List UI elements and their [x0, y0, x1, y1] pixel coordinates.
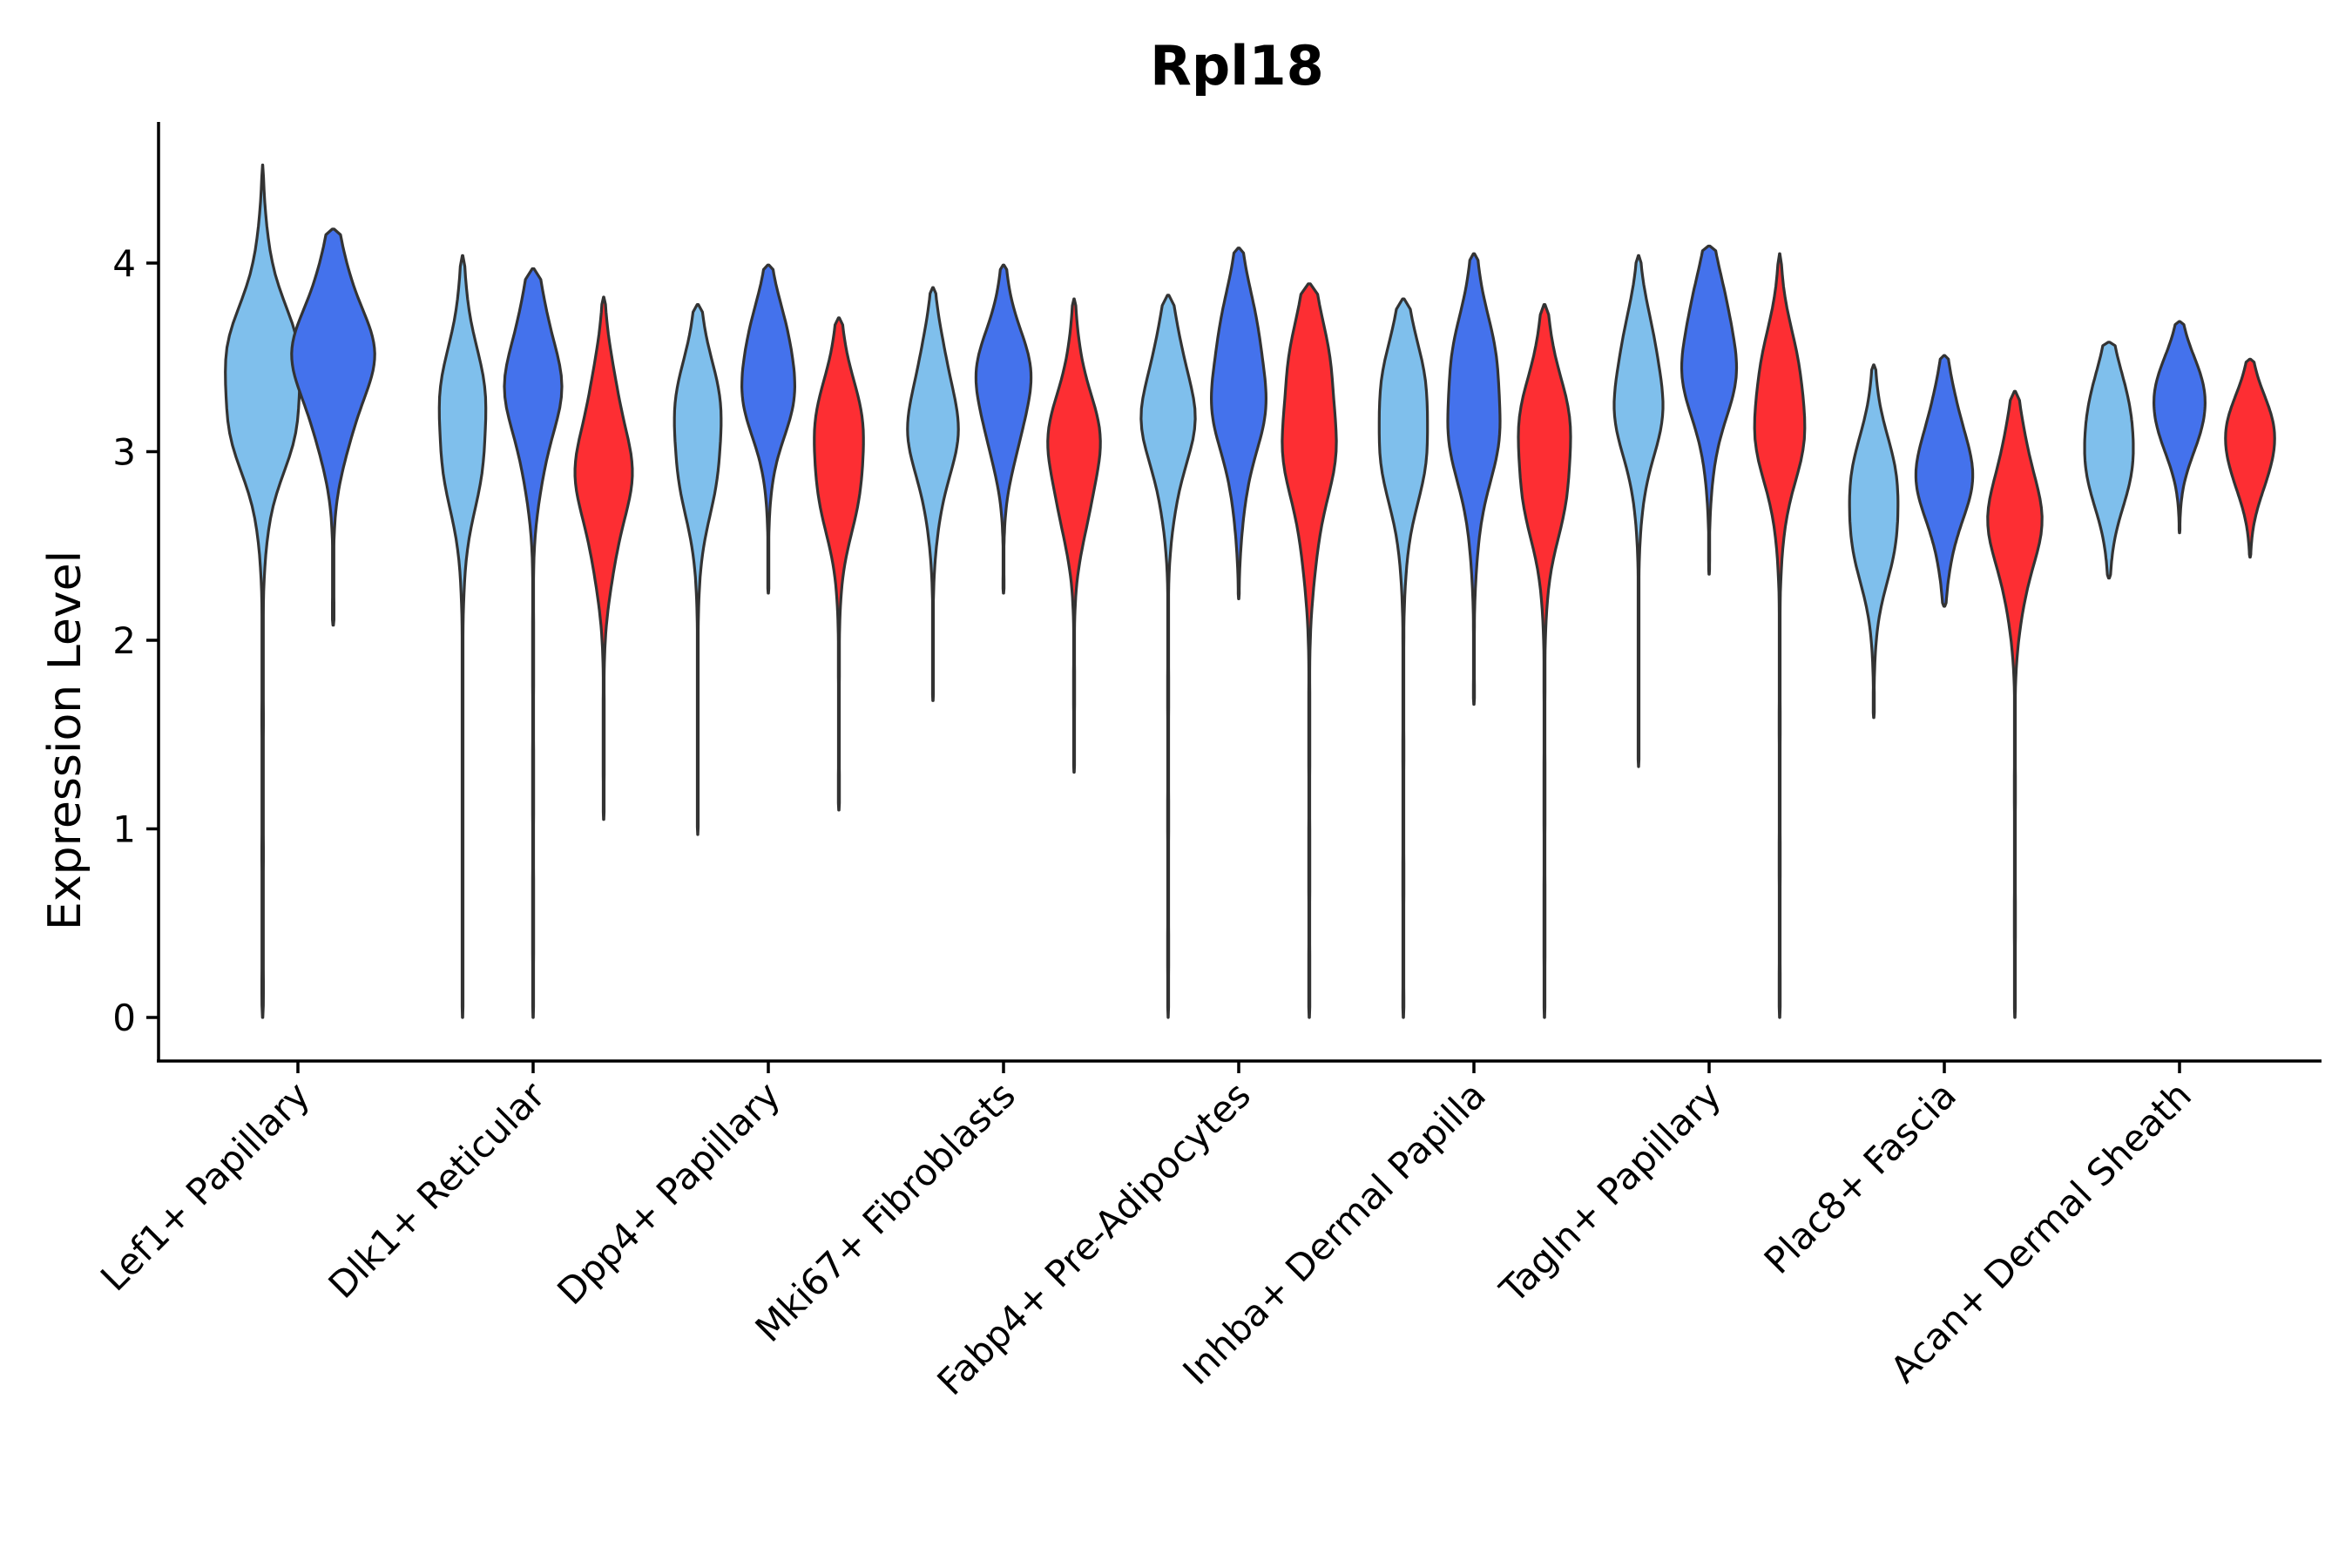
y-ticks: 0 1 2 3 4	[112, 242, 159, 1039]
x-tick-label: Tagln+ Papillary	[1491, 1073, 1729, 1311]
violin-5-0	[1377, 297, 1429, 1019]
y-tick-label: 2	[112, 619, 136, 662]
violin-6-0	[1612, 253, 1665, 768]
violin-layer	[224, 163, 2276, 1019]
violin-8-0	[2083, 341, 2135, 580]
violin-7-0	[1848, 363, 1900, 720]
violin-1-1	[503, 267, 564, 1019]
violin-4-1	[1210, 247, 1267, 600]
chart-title: Rpl18	[1150, 34, 1324, 98]
violin-8-2	[2224, 357, 2276, 559]
violin-3-1	[974, 263, 1033, 595]
violin-7-1	[1914, 354, 1975, 608]
violin-1-0	[437, 253, 488, 1019]
violin-8-1	[2153, 320, 2207, 535]
y-axis-label: Expression Level	[39, 551, 91, 930]
x-tick-label: Mki67+ Fibroblasts	[747, 1073, 1024, 1349]
violin-2-1	[740, 263, 796, 595]
y-tick-label: 0	[112, 997, 136, 1039]
violin-2-0	[672, 303, 723, 836]
x-tick-label: Dlk1+ Reticular	[321, 1073, 554, 1307]
violin-6-1	[1680, 244, 1739, 576]
violin-7-2	[1986, 389, 2044, 1019]
violin-2-2	[813, 316, 865, 812]
violin-4-0	[1139, 294, 1197, 1019]
violin-0-0	[224, 163, 301, 1019]
x-tick-label: Lef1+ Papillary	[92, 1073, 318, 1299]
violin-3-0	[906, 286, 960, 702]
violin-5-2	[1517, 303, 1572, 1019]
violin-3-2	[1046, 297, 1102, 774]
violin-6-2	[1753, 252, 1807, 1019]
x-tick-label: Dpp4+ Papillary	[549, 1073, 788, 1313]
y-tick-label: 3	[112, 431, 136, 474]
x-tick-label: Plac8+ Fascia	[1756, 1073, 1964, 1281]
violin-1-2	[573, 295, 634, 821]
violin-5-1	[1446, 252, 1502, 706]
y-tick-label: 4	[112, 242, 136, 285]
y-tick-label: 1	[112, 808, 136, 851]
violin-4-2	[1281, 282, 1338, 1019]
violin-0-1	[290, 227, 376, 627]
